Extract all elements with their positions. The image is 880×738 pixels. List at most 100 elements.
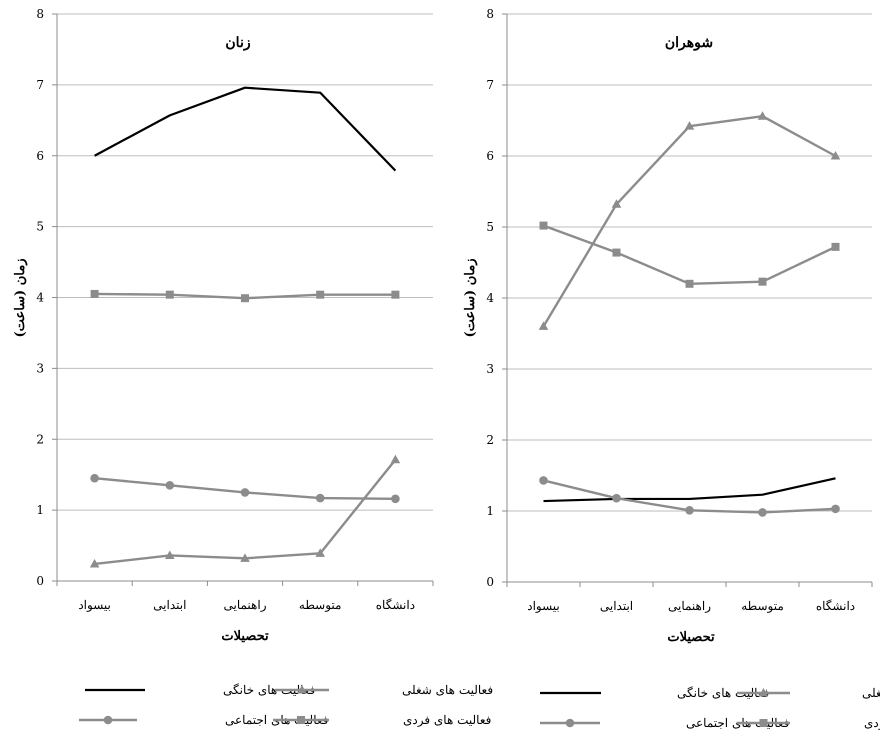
y-tick-label: 4	[486, 291, 494, 305]
y-tick-label: 1	[486, 504, 494, 518]
data-point	[831, 504, 840, 514]
data-point	[165, 550, 175, 559]
data-point	[685, 505, 694, 515]
x-tick-label: بیسواد	[527, 599, 560, 613]
legend-marker	[297, 716, 305, 724]
data-point	[758, 508, 767, 517]
legend-marker	[565, 718, 575, 728]
data-point	[316, 290, 325, 299]
legend-marker	[103, 715, 113, 725]
series-square	[90, 289, 400, 303]
x-tick-label: دانشگاه	[816, 599, 855, 613]
data-point	[240, 488, 250, 497]
data-point	[684, 121, 695, 130]
data-point	[241, 294, 249, 303]
series-line	[542, 115, 837, 328]
series-circle	[90, 473, 400, 504]
legend-item: فعالیت های فردی	[737, 716, 880, 730]
data-point	[90, 289, 99, 298]
gridlines	[57, 13, 433, 511]
series-none	[94, 86, 397, 172]
data-point	[685, 279, 694, 288]
legend-label: فعالیت های شغلی	[402, 683, 493, 697]
y-tick-label: 8	[486, 7, 494, 21]
legend-label: فعالیت های فردی	[864, 716, 880, 730]
data-point	[89, 558, 100, 568]
y-tick-label: 5	[36, 220, 44, 234]
x-tick-label: ابتدایی	[600, 599, 633, 613]
x-tick-label: متوسطه	[741, 599, 784, 613]
data-point	[391, 494, 400, 504]
legend-marker	[759, 719, 768, 727]
y-tick-label: 5	[486, 220, 494, 234]
legend-marker	[758, 688, 769, 697]
data-point	[315, 493, 325, 503]
chart-husbands: 0 1 2 3 4 5 6 7 8 بیسواد ابتدایی راهنمایی متوسطه دانش…	[463, 7, 880, 730]
legend-marker	[297, 685, 307, 694]
x-tick-label: بیسواد	[78, 598, 111, 612]
x-tick-label: راهنمایی	[668, 599, 711, 613]
y-tick-label: 0	[486, 575, 494, 589]
gridlines	[507, 13, 872, 512]
y-axis-title: زمان (ساعت)	[13, 259, 28, 338]
x-tick-label: راهنمایی	[223, 598, 266, 612]
data-point	[830, 151, 841, 160]
data-point	[390, 454, 401, 464]
legend-item: فعالیت های فردی	[273, 713, 491, 727]
y-tick-label: 7	[486, 78, 494, 92]
legend-label: فعالیت های خانگی	[677, 686, 769, 700]
chart-women: 0 1 2 3 4 5 6 7 8 بیسواد ابتدایی راهنمایی متوسطه دانش…	[13, 7, 493, 727]
y-tick-label: 4	[36, 291, 44, 305]
data-point	[612, 493, 621, 503]
x-axis-title: تحصیلات	[667, 630, 715, 645]
chart-title: زنان	[225, 35, 250, 51]
series-line	[94, 86, 397, 172]
y-tick-label: 2	[486, 433, 494, 447]
legend-item: فعالیت های شغلی	[737, 686, 880, 700]
series-triangle	[538, 111, 841, 330]
y-tick-label: 8	[36, 7, 44, 21]
x-tick-label: متوسطه	[299, 598, 342, 612]
legend-item: فعالیت های خانگی	[540, 686, 769, 700]
x-axis-title: تحصیلات	[221, 629, 269, 644]
x-tick-label: دانشگاه	[376, 598, 415, 612]
y-tick-label: 7	[36, 78, 44, 92]
y-tick-label: 0	[36, 574, 44, 588]
y-tick-label: 1	[36, 503, 44, 517]
data-point	[611, 199, 622, 208]
data-point	[539, 221, 548, 230]
data-point	[90, 473, 99, 483]
data-point	[391, 290, 400, 299]
y-tick-label: 2	[36, 432, 44, 446]
series-square	[539, 221, 840, 288]
y-axis-title: زمان (ساعت)	[463, 259, 478, 338]
data-point	[757, 111, 768, 120]
legend-label: فعالیت های خانگی	[223, 683, 315, 697]
data-point	[538, 321, 549, 330]
series-circle	[539, 476, 840, 517]
data-point	[165, 481, 175, 490]
data-point	[165, 290, 174, 299]
y-tick-label: 3	[486, 362, 494, 376]
y-tick-label: 6	[486, 149, 494, 163]
data-point	[758, 277, 767, 286]
legend-item: فعالیت های خانگی	[85, 683, 315, 697]
y-tick-label: 3	[36, 361, 44, 375]
legend-item: فعالیت های شغلی	[275, 683, 493, 697]
data-point	[315, 548, 325, 557]
data-point	[612, 248, 621, 257]
x-tick-label: ابتدایی	[153, 598, 186, 612]
series-line	[543, 477, 836, 503]
series-triangle	[89, 454, 401, 568]
data-point	[240, 553, 250, 562]
data-point	[539, 476, 548, 485]
chart-title: شوهران	[665, 35, 713, 51]
legend-label: فعالیت های شغلی	[862, 686, 880, 700]
series-none	[543, 477, 836, 503]
legend-label: فعالیت های فردی	[403, 713, 491, 727]
y-tick-label: 6	[36, 149, 44, 163]
data-point	[831, 242, 840, 251]
series-line	[94, 459, 397, 566]
